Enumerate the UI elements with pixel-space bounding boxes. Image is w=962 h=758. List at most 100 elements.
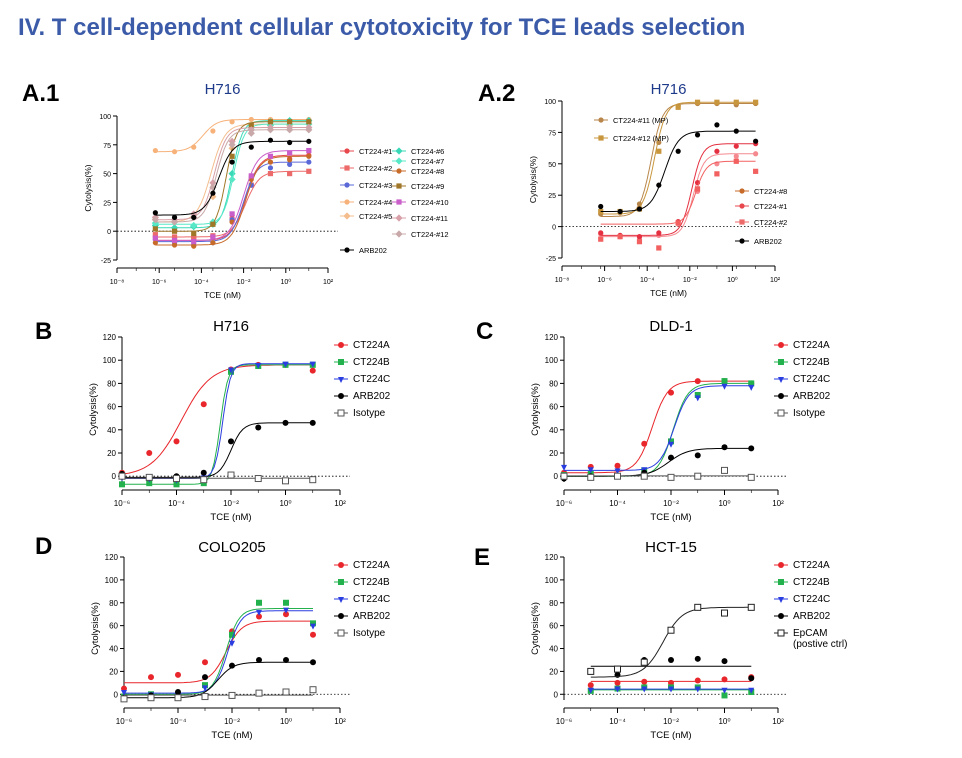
x-tick-label: 10²: [323, 279, 334, 286]
chart-title: COLO205: [198, 539, 266, 556]
series-isotype: [120, 686, 317, 703]
data-point: [733, 143, 739, 149]
x-tick-label: 10⁻⁸: [110, 279, 124, 286]
legend-entry: CT224-#1: [735, 202, 787, 211]
data-point: [287, 119, 293, 125]
legend-marker: [739, 188, 745, 194]
legend-marker: [778, 597, 784, 603]
fit-curve: [155, 170, 309, 238]
legend-entry: CT224-#6: [392, 147, 444, 156]
data-point: [256, 656, 262, 663]
fit-curve: [155, 129, 309, 223]
legend-entry: CT224B: [774, 577, 830, 588]
legend-marker: [395, 157, 403, 165]
series-epcam: [587, 603, 755, 678]
data-point: [753, 138, 759, 144]
legend-marker: [338, 562, 344, 568]
legend-label: CT224-#1: [359, 147, 392, 156]
data-point: [656, 182, 662, 188]
legend-label: CT224-#3: [359, 181, 392, 190]
data-point: [694, 392, 701, 398]
y-tick-label: 40: [109, 645, 118, 654]
series-ct224-12-mp-: [598, 99, 759, 215]
data-point: [227, 471, 235, 479]
series-ct224-12: [151, 126, 313, 226]
x-tick-label: 10⁻⁴: [194, 279, 209, 286]
legend-label: CT224C: [793, 374, 830, 385]
data-point: [309, 361, 316, 368]
legend-label: CT224A: [793, 340, 830, 351]
data-point: [152, 235, 158, 241]
data-point: [694, 186, 701, 192]
legend-label: CT224-#12: [411, 230, 449, 239]
data-point: [309, 686, 317, 694]
data-point: [617, 234, 623, 240]
data-point: [675, 220, 681, 226]
data-point: [152, 232, 158, 238]
data-point: [587, 473, 595, 481]
data-point: [171, 214, 178, 220]
data-point: [282, 419, 289, 426]
fit-curve: [124, 620, 313, 684]
y-tick-label: 0: [112, 472, 117, 481]
legend-entry: CT224A: [334, 340, 390, 351]
y-tick-label: 80: [107, 379, 116, 388]
data-point: [191, 243, 197, 249]
data-point: [282, 688, 290, 696]
data-point: [152, 226, 158, 232]
y-tick-label: 100: [103, 356, 117, 365]
x-tick-label: 10⁻⁶: [556, 717, 572, 726]
x-tick-label: 10⁰: [279, 499, 291, 508]
data-point: [255, 362, 262, 369]
data-point: [640, 658, 648, 666]
data-point: [694, 655, 701, 662]
data-point: [191, 144, 197, 150]
data-point: [694, 452, 701, 459]
data-point: [210, 190, 216, 196]
data-point: [668, 389, 674, 396]
data-point: [694, 472, 702, 480]
data-point: [267, 171, 274, 177]
legend-label: CT224-#8: [754, 187, 787, 196]
data-point: [309, 476, 317, 484]
fit-curve: [600, 160, 756, 225]
data-point: [152, 210, 158, 216]
y-tick-label: 60: [109, 622, 118, 631]
x-tick-label: 10⁻⁴: [609, 717, 626, 726]
legend-marker: [338, 597, 344, 603]
y-tick-label: 20: [107, 449, 116, 458]
data-point: [283, 611, 289, 618]
y-tick-label: 60: [549, 622, 558, 631]
data-point: [202, 674, 208, 681]
data-point: [721, 466, 728, 474]
data-point: [191, 235, 197, 241]
data-point: [248, 173, 254, 179]
panel-label-a1: A.1: [22, 80, 60, 107]
legend-entry: CT224-#9: [392, 182, 444, 191]
data-point: [656, 245, 662, 251]
fit-curve: [155, 127, 309, 221]
data-point: [248, 144, 254, 150]
data-point: [287, 161, 293, 167]
chart-b: H716 0 20 40 60 80 100 120 10⁻⁶ 10⁻⁴ 10⁻² 10⁰ 10² TCE…: [88, 318, 391, 523]
data-point: [309, 419, 316, 426]
data-point: [721, 383, 728, 390]
legend-label: CT224B: [793, 357, 830, 368]
y-tick-label: 100: [544, 99, 556, 106]
y-axis-label: Cytolysis(%): [90, 602, 101, 655]
data-point: [256, 609, 262, 616]
data-point: [587, 687, 594, 694]
data-point: [255, 689, 263, 697]
data-point: [210, 240, 216, 246]
data-point: [721, 609, 728, 617]
y-tick-label: 120: [105, 553, 119, 562]
data-point: [200, 469, 207, 476]
data-point: [120, 695, 128, 703]
series-ct224a: [561, 378, 755, 476]
data-point: [228, 691, 236, 699]
data-point: [121, 689, 127, 696]
data-point: [256, 599, 262, 606]
legend-entry: Isotype: [334, 628, 386, 639]
data-point: [228, 175, 236, 183]
series-ct224-9: [152, 119, 312, 237]
